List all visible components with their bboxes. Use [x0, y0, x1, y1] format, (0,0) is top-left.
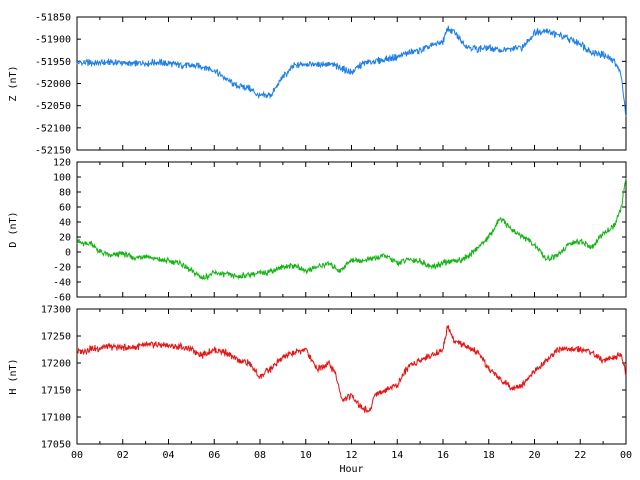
x-tick-label: 20 [528, 450, 540, 461]
y-tick-label-d: -40 [53, 278, 71, 289]
y-axis-label-z: Z (nT) [8, 65, 19, 101]
x-tick-label: 02 [117, 450, 129, 461]
x-tick-label: 16 [437, 450, 449, 461]
x-axis-label: Hour [339, 464, 363, 475]
x-tick-label: 06 [208, 450, 220, 461]
y-tick-label-d: -60 [53, 293, 71, 304]
x-tick-label: 10 [300, 450, 312, 461]
panel-frame-h [76, 308, 627, 445]
y-tick-label-h: 17150 [41, 386, 71, 397]
y-tick-label-z: -52050 [35, 101, 71, 112]
y-tick-label-d: -20 [53, 263, 71, 274]
y-tick-label-z: -52100 [35, 123, 71, 134]
x-tick-label: 12 [345, 450, 357, 461]
y-tick-label-d: 20 [59, 233, 71, 244]
x-tick-label: 00 [71, 450, 83, 461]
y-tick-label-d: 120 [53, 158, 71, 169]
x-tick-label: 08 [254, 450, 266, 461]
x-tick-label: 04 [162, 450, 174, 461]
panel-frame-d [76, 161, 627, 298]
y-tick-label-d: 100 [53, 173, 71, 184]
y-tick-label-h: 17300 [41, 305, 71, 316]
y-tick-label-d: 0 [65, 248, 71, 259]
x-tick-label: 22 [574, 450, 586, 461]
y-tick-label-d: 40 [59, 218, 71, 229]
y-tick-label-h: 17100 [41, 413, 71, 424]
x-tick-label: 00 [620, 450, 632, 461]
y-tick-label-z: -52000 [35, 79, 71, 90]
series-line-z [76, 25, 627, 117]
y-tick-label-h: 17250 [41, 332, 71, 343]
y-tick-label-z: -51900 [35, 35, 71, 46]
x-tick-label: 14 [391, 450, 403, 461]
y-tick-label-d: 80 [59, 188, 71, 199]
x-tick-label: 18 [483, 450, 495, 461]
y-tick-label-z: -52150 [35, 146, 71, 157]
y-axis-label-d: D (nT) [8, 211, 19, 247]
y-tick-label-h: 17200 [41, 359, 71, 370]
panel-frame-z [76, 16, 627, 151]
y-tick-label-d: 60 [59, 203, 71, 214]
series-line-h [76, 325, 627, 414]
series-line-d [76, 178, 627, 281]
y-axis-label-h: H (nT) [8, 358, 19, 394]
y-tick-label-z: -51850 [35, 13, 71, 24]
y-tick-label-z: -51950 [35, 57, 71, 68]
y-tick-label-h: 17050 [41, 440, 71, 451]
